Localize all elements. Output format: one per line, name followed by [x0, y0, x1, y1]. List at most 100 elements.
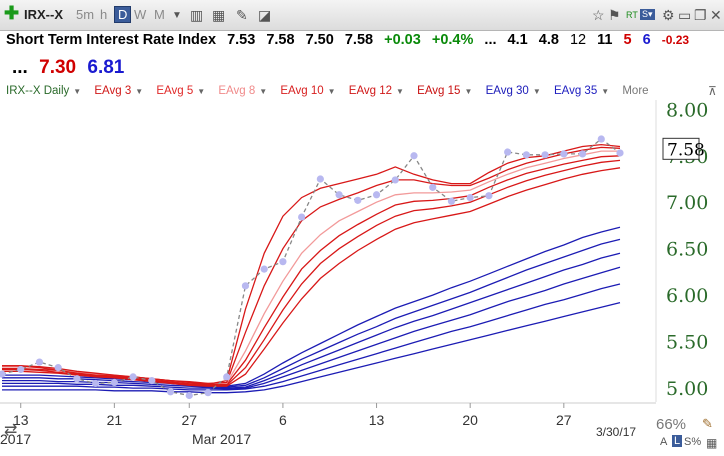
quote-low: 7.50 — [305, 32, 334, 48]
chevron-down-icon[interactable]: ▼ — [601, 87, 610, 96]
price-point — [429, 183, 437, 191]
period-w[interactable]: W — [134, 7, 147, 22]
line2-red-value: 7.30 — [39, 57, 77, 78]
ema-blue-line — [2, 226, 621, 387]
price-point — [298, 213, 306, 221]
price-point — [372, 191, 381, 199]
x-tick-label: 13 — [369, 412, 385, 428]
quote-change-pct: +0.4% — [431, 32, 474, 48]
legend-item-eavg15[interactable]: EAvg 15 — [417, 85, 461, 97]
bar-chart-icon[interactable]: ▥ — [190, 7, 204, 23]
legend-item-daily[interactable]: IRX--X Daily — [6, 85, 70, 97]
quote-v2: 4.8 — [538, 32, 559, 48]
chevron-down-icon[interactable]: ▼ — [73, 87, 82, 96]
y-tick-label: 6.00 — [666, 285, 708, 307]
window-icon[interactable]: ❐ — [694, 7, 707, 23]
price-point — [241, 282, 250, 290]
price-point — [73, 375, 81, 383]
settings-icon[interactable]: S▾ — [640, 9, 655, 20]
legend-item-eavg3[interactable]: EAvg 3 — [94, 85, 132, 97]
legend-item-eavg30[interactable]: EAvg 30 — [485, 85, 529, 97]
x-month-label: Mar 2017 — [192, 431, 251, 447]
ema-red-line — [2, 159, 621, 386]
quote-high: 7.58 — [266, 32, 295, 48]
star-icon[interactable]: ☆ — [592, 7, 605, 23]
chevron-down-icon[interactable]: ▼ — [464, 87, 473, 96]
price-point — [223, 373, 231, 381]
note-icon[interactable]: ◪ — [258, 7, 272, 23]
quote-ellipsis: ... — [484, 32, 497, 48]
ema-blue-line — [2, 266, 621, 390]
chevron-down-icon[interactable]: ▼ — [259, 87, 268, 96]
chevron-down-icon[interactable]: ▼ — [135, 87, 144, 96]
percent-scale-icon[interactable]: S% — [684, 436, 702, 448]
price-point — [54, 364, 62, 372]
pencil-icon[interactable]: ✎ — [702, 416, 713, 431]
ema-blue-line — [2, 252, 621, 389]
zoom-level[interactable]: 66% — [656, 416, 687, 433]
chevron-down-icon[interactable]: ▼ — [197, 87, 206, 96]
gear-icon[interactable]: ⚙ — [662, 7, 675, 23]
quote-close: 7.58 — [344, 32, 374, 48]
price-line — [1, 138, 621, 397]
line2-ellipsis: ... — [12, 57, 28, 78]
price-point — [616, 149, 624, 157]
price-point — [166, 388, 175, 396]
ema-red-line — [2, 146, 621, 385]
legend-item-eavg12[interactable]: EAvg 12 — [348, 85, 393, 97]
price-point — [110, 378, 118, 387]
legend-more[interactable]: More — [622, 85, 649, 97]
price-point — [335, 191, 343, 199]
period-d[interactable]: D — [114, 6, 132, 23]
collapse-icon[interactable]: ⊼ — [708, 84, 717, 98]
y-tick-label: 8.00 — [666, 99, 708, 121]
period-h[interactable]: h — [100, 7, 108, 22]
quote-change: +0.03 — [384, 32, 421, 48]
y-tick-label: 6.50 — [666, 239, 708, 261]
realtime-icon[interactable]: RT — [626, 10, 638, 20]
refresh-icon[interactable]: ⇄ — [4, 422, 18, 439]
quote-line: Short Term Interest Rate Index 7.53 7.58… — [6, 32, 696, 48]
x-tick-label: 6 — [279, 412, 287, 428]
quote-v1: 4.1 — [507, 32, 528, 48]
legend-item-eavg35[interactable]: EAvg 35 — [553, 85, 598, 97]
chevron-down-icon[interactable]: ▼ — [396, 87, 404, 96]
period-dropdown-icon[interactable]: ▼ — [172, 10, 182, 21]
legend-item-eavg10[interactable]: EAvg 10 — [280, 85, 324, 97]
add-symbol-icon[interactable]: ✚ — [4, 3, 20, 23]
price-point — [185, 391, 193, 400]
log-scale-icon[interactable]: A — [660, 436, 668, 448]
chevron-down-icon[interactable]: ▼ — [532, 87, 541, 96]
quote-v4: 11 — [597, 32, 613, 48]
price-point — [504, 148, 512, 156]
price-point — [0, 370, 6, 378]
quote-name: Short Term Interest Rate Index — [6, 32, 217, 48]
close-icon[interactable]: ✕ — [710, 7, 722, 23]
price-point — [410, 152, 418, 160]
draw-icon[interactable]: ✎ — [236, 7, 248, 23]
price-point — [447, 197, 456, 205]
quote-open: 7.53 — [227, 32, 256, 48]
y-tick-label: 5.50 — [666, 332, 708, 354]
legend-item-eavg8[interactable]: EAvg 8 — [218, 85, 256, 97]
alert-icon[interactable]: ⚑ — [608, 7, 621, 23]
print-icon[interactable]: ▭ — [678, 7, 692, 23]
columns-icon[interactable]: ▦ — [212, 7, 226, 23]
price-point — [92, 379, 100, 388]
price-point — [522, 151, 530, 159]
linear-scale-icon[interactable]: L — [672, 435, 683, 447]
period-m[interactable]: M — [154, 7, 165, 22]
price-point — [35, 358, 44, 366]
chevron-down-icon[interactable]: ▼ — [327, 87, 336, 96]
quote-line-2: ... 7.30 6.81 — [12, 57, 124, 79]
y-tick-label: 7.00 — [666, 192, 708, 214]
legend-item-eavg5[interactable]: EAvg 5 — [156, 85, 194, 97]
period-5m[interactable]: 5m — [76, 7, 95, 22]
price-point — [129, 373, 137, 381]
current-value-box — [662, 137, 700, 160]
indicator-legend: IRX--X Daily ▼ EAvg 3 ▼ EAvg 5 ▼ EAvg 8 ▼ EA… — [6, 85, 653, 97]
layout-icon[interactable]: ▦ — [706, 436, 718, 450]
price-point — [204, 389, 212, 397]
symbol-label[interactable]: IRX--X — [24, 7, 63, 22]
